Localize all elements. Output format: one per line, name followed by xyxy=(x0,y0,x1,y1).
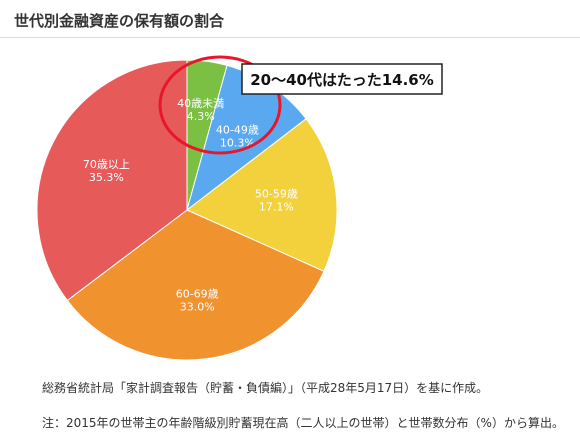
pie-slice-2 xyxy=(186,118,338,272)
slice-value-1: 10.3% xyxy=(220,136,255,149)
slice-label-4: 70歳以上 xyxy=(83,158,130,171)
slice-label-0: 40歳未満 xyxy=(177,97,224,110)
footnote: 注：2015年の世帯主の年齢階級別貯蓄現在高（二人以上の世帯）と世帯数分布（%）… xyxy=(42,416,564,430)
pie-slice-3 xyxy=(66,209,325,361)
slice-value-0: 4.3% xyxy=(187,110,215,123)
slice-label-2: 50-59歳 xyxy=(255,188,298,201)
title-divider xyxy=(0,37,580,38)
slice-value-2: 17.1% xyxy=(259,201,294,214)
slice-label-1: 40-49歳 xyxy=(216,123,259,136)
annotation-box xyxy=(241,63,443,95)
highlight-ellipse xyxy=(158,55,282,155)
slice-value-4: 35.3% xyxy=(89,171,124,184)
slice-value-3: 33.0% xyxy=(180,300,215,313)
slice-label-3: 60-69歳 xyxy=(176,287,219,300)
chart-title: 世代別金融資産の保有額の割合 xyxy=(14,12,225,30)
pie-slice-4 xyxy=(36,59,188,302)
source-note: 総務省統計局「家計調査報告（貯蓄・負債編）」（平成28年5月17日）を基に作成。 xyxy=(42,381,489,395)
pie-slices xyxy=(36,59,338,361)
annotation-text: 20〜40代はたった14.6% xyxy=(250,71,434,89)
